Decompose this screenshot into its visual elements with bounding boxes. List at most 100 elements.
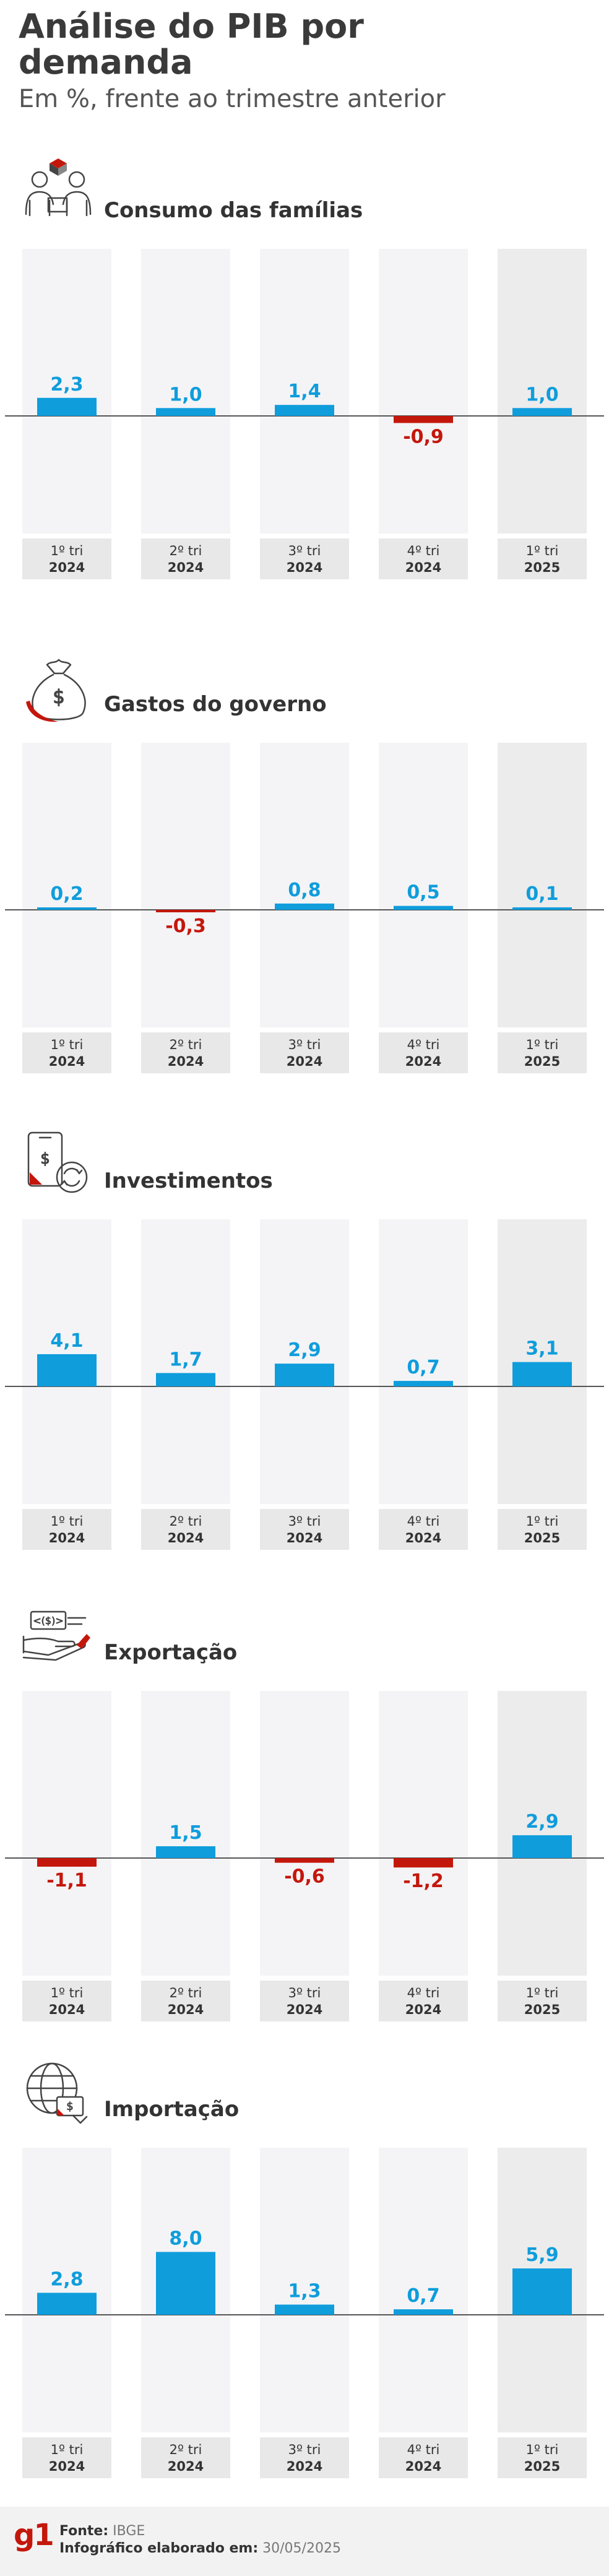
category-label-quarter: 1º tri — [51, 1037, 84, 1052]
import-globe-icon: $ — [26, 2062, 88, 2124]
category-label-box — [498, 538, 587, 579]
category-label-year: 2024 — [287, 1531, 322, 1545]
category-label-year: 2025 — [524, 2459, 560, 2474]
section-title: Investimentos — [104, 1169, 273, 1193]
category-label-quarter: 4º tri — [407, 1514, 440, 1529]
column-background — [22, 1691, 111, 1976]
bar — [512, 907, 572, 910]
data-label: 2,3 — [50, 374, 83, 395]
category-label-year: 2024 — [168, 1531, 204, 1545]
column-background — [379, 2148, 468, 2432]
data-label: -0,6 — [284, 1866, 325, 1888]
data-label: 0,8 — [288, 880, 321, 901]
category-label-quarter: 1º tri — [51, 1986, 84, 2000]
section-investimentos: $ Investimentos 4,1 1º tri 2024 1,7 2º tri 20… — [0, 1125, 609, 1596]
column-background — [498, 743, 587, 1027]
data-label: 1,0 — [169, 384, 202, 405]
category-label-quarter: 1º tri — [51, 2442, 84, 2457]
section-title: Exportação — [104, 1640, 238, 1665]
section-title: Importação — [104, 2097, 240, 2122]
bar — [394, 1858, 453, 1868]
column-background — [141, 1219, 230, 1504]
svg-text:<($)>: <($)> — [33, 1615, 63, 1627]
column-background — [379, 1691, 468, 1976]
investment-icon: $ — [27, 1131, 88, 1193]
bar — [37, 907, 97, 910]
column-background — [260, 249, 349, 534]
column-background — [498, 249, 587, 534]
data-label: 1,3 — [288, 2280, 321, 2302]
family-consumption-icon — [25, 158, 92, 217]
category-label-quarter: 4º tri — [407, 2442, 440, 2457]
category-label-quarter: 4º tri — [407, 1037, 440, 1052]
category-label-year: 2024 — [49, 560, 85, 575]
bar — [275, 405, 334, 416]
category-label-quarter: 1º tri — [526, 1986, 559, 2000]
data-label: 3,1 — [525, 1338, 558, 1360]
chart-svg: 2,8 1º tri 2024 8,0 2º tri 2024 1,3 3º tri 2024 0… — [5, 2148, 604, 2478]
category-label-box — [498, 2437, 587, 2478]
category-label-year: 2024 — [287, 1054, 322, 1069]
data-label: 0,7 — [407, 1357, 439, 1378]
category-label-quarter: 3º tri — [288, 1514, 321, 1529]
bar — [156, 1846, 215, 1858]
data-label: 0,2 — [50, 883, 83, 905]
category-label-year: 2024 — [405, 1054, 441, 1069]
bar — [156, 910, 215, 912]
category-label-quarter: 2º tri — [170, 1986, 202, 2000]
category-label-box — [260, 1509, 349, 1550]
category-label-quarter: 1º tri — [526, 2442, 559, 2457]
bar-chart: 0,2 1º tri 2024 -0,3 2º tri 2024 0,8 3º tri 2024… — [0, 743, 609, 1077]
chart-svg: 4,1 1º tri 2024 1,7 2º tri 2024 2,9 3º tri 2024 0… — [5, 1219, 604, 1550]
category-label-box — [141, 538, 230, 579]
category-label-quarter: 2º tri — [170, 1037, 202, 1052]
column-background — [260, 1219, 349, 1504]
data-label: -1,2 — [403, 1870, 444, 1892]
bar — [394, 1381, 453, 1386]
column-background — [141, 743, 230, 1027]
category-label-year: 2024 — [49, 1054, 85, 1069]
page-title: Análise do PIB por demanda — [19, 7, 364, 82]
data-label: 2,9 — [288, 1339, 321, 1361]
bar — [275, 1364, 334, 1386]
g1-logo: g1 — [14, 2518, 54, 2552]
category-label-box — [260, 538, 349, 579]
section-exportacao: <($)> Exportação -1,1 1º tri 2024 1,5 2º tri… — [0, 1597, 609, 2067]
column-background — [22, 249, 111, 534]
section-title: Gastos do governo — [104, 692, 327, 717]
category-label-year: 2025 — [524, 2002, 560, 2017]
category-label-box — [141, 1032, 230, 1073]
section-importacao: $ Importação 2,8 1º tri 2024 8,0 2º tri 2024 1… — [0, 2054, 609, 2524]
column-background — [498, 1691, 587, 1976]
category-label-box — [22, 2437, 111, 2478]
category-label-box — [22, 1032, 111, 1073]
data-label: 8,0 — [169, 2228, 202, 2249]
data-label: 1,0 — [525, 384, 558, 405]
bar-chart: 2,3 1º tri 2024 1,0 2º tri 2024 1,4 3º tri 2024 -… — [0, 249, 609, 583]
column-background — [260, 2148, 349, 2432]
bar — [512, 1362, 572, 1386]
category-label-quarter: 2º tri — [170, 543, 202, 558]
category-label-year: 2024 — [405, 2002, 441, 2017]
column-background — [379, 743, 468, 1027]
data-label: 2,8 — [50, 2268, 83, 2290]
category-label-box — [379, 1032, 468, 1073]
data-label: -0,9 — [403, 426, 444, 447]
bar — [156, 2252, 215, 2315]
category-label-box — [141, 2437, 230, 2478]
data-label: 2,9 — [525, 1811, 558, 1833]
column-background — [141, 249, 230, 534]
header: Análise do PIB por demanda Em %, frente … — [19, 9, 446, 114]
category-label-year: 2024 — [287, 560, 322, 575]
category-label-year: 2024 — [168, 1054, 204, 1069]
footer: g1 Fonte: IBGE Infográfico elaborado em:… — [0, 2507, 609, 2576]
chart-svg: -1,1 1º tri 2024 1,5 2º tri 2024 -0,6 3º tri 202… — [5, 1691, 604, 2021]
data-label: -1,1 — [46, 1870, 87, 1891]
category-label-quarter: 1º tri — [526, 1514, 559, 1529]
data-label: 1,4 — [288, 381, 321, 402]
category-label-year: 2024 — [405, 2459, 441, 2474]
category-label-box — [379, 538, 468, 579]
footer-source: Fonte: IBGE — [59, 2523, 145, 2539]
category-label-box — [498, 1509, 587, 1550]
category-label-quarter: 1º tri — [526, 543, 559, 558]
